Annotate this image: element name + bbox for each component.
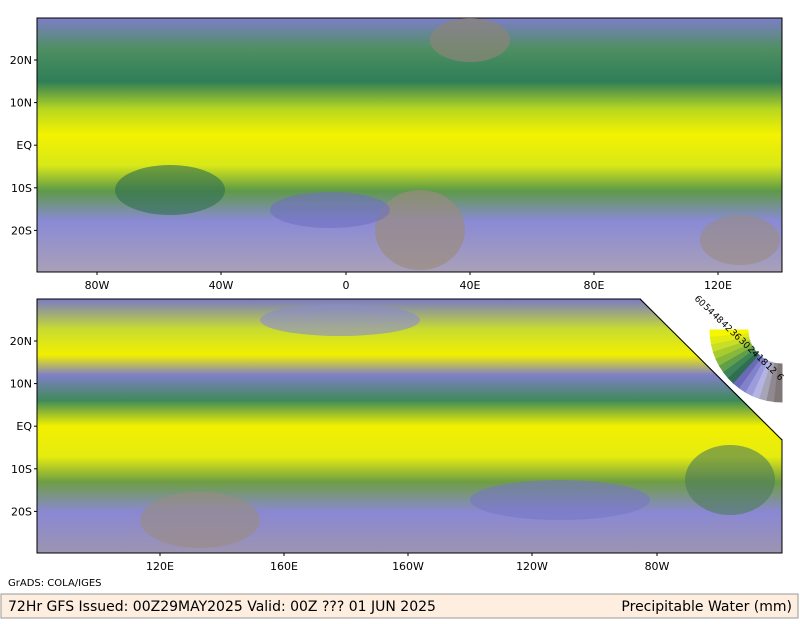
dry-area — [260, 304, 420, 336]
land — [685, 445, 775, 515]
lat-label: 20N — [10, 54, 32, 67]
lon-label: 80W — [85, 279, 110, 292]
lon-label: 80W — [645, 560, 670, 573]
footer-bar — [0, 593, 799, 619]
lat-label: EQ — [16, 139, 32, 152]
lat-label: EQ — [16, 420, 32, 433]
lat-label: 10S — [11, 182, 32, 195]
lat-label: 20N — [10, 335, 32, 348]
lat-label: 10S — [11, 463, 32, 476]
land — [430, 18, 510, 62]
lon-label: 0 — [343, 279, 350, 292]
land — [375, 190, 465, 270]
footer-left: 72Hr GFS Issued: 00Z29MAY2025 Valid: 00Z… — [8, 599, 436, 615]
lon-label: 40E — [460, 279, 481, 292]
lat-label: 10N — [10, 97, 32, 110]
lon-label: 120E — [704, 279, 732, 292]
lon-label: 40W — [209, 279, 234, 292]
lat-label: 10N — [10, 378, 32, 391]
dry-area — [470, 480, 650, 520]
land — [700, 215, 780, 265]
colorbar-sector — [773, 363, 783, 403]
colorbar-label: 6 — [774, 372, 785, 383]
lat-label: 20S — [11, 224, 32, 237]
land — [140, 492, 260, 548]
land — [115, 165, 225, 215]
bottom-map — [36, 298, 783, 554]
dry-area — [270, 192, 390, 228]
footer-right: Precipitable Water (mm) — [621, 599, 792, 615]
cutout-edge — [639, 298, 783, 441]
lon-label: 120W — [516, 560, 548, 573]
lon-label: 160E — [270, 560, 298, 573]
lat-label: 20S — [11, 505, 32, 518]
lon-label: 160W — [392, 560, 424, 573]
lon-label: 120E — [146, 560, 174, 573]
lon-label: 80E — [584, 279, 605, 292]
top-map — [36, 17, 783, 273]
credit: GrADS: COLA/IGES — [8, 578, 102, 589]
